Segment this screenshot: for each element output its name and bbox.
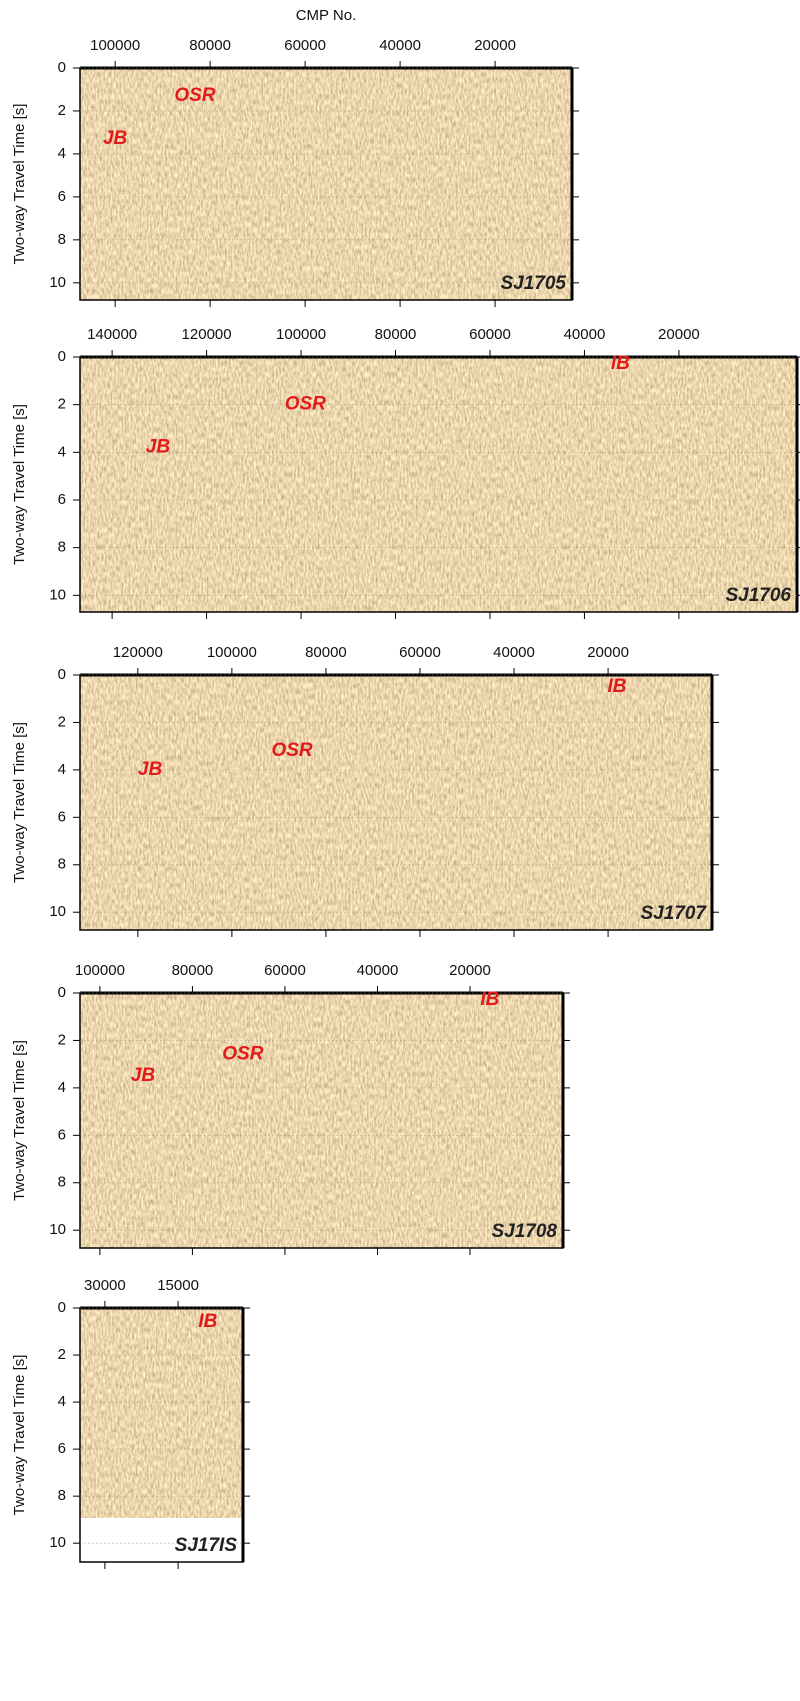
x-tick-label: 80000 xyxy=(189,37,231,54)
y-tick-label: 10 xyxy=(49,274,66,291)
x-tick-label: 20000 xyxy=(658,326,700,343)
annotation: IB xyxy=(198,1311,217,1332)
annotation: JB xyxy=(138,759,163,780)
y-tick-label: 2 xyxy=(58,1031,66,1048)
x-tick-label: 20000 xyxy=(474,37,516,54)
x-tick-label: 100000 xyxy=(276,326,326,343)
x-tick-label: 60000 xyxy=(284,37,326,54)
seismic-image xyxy=(80,1308,243,1518)
y-tick-label: 4 xyxy=(58,1079,66,1096)
x-tick-label: 40000 xyxy=(493,644,535,661)
x-tick-label: 80000 xyxy=(375,326,417,343)
y-tick-label: 2 xyxy=(58,713,66,730)
annotation: OSR xyxy=(271,740,312,761)
x-tick-label: 140000 xyxy=(87,326,137,343)
x-tick-label: 20000 xyxy=(449,962,491,979)
y-tick-label: 4 xyxy=(58,443,66,460)
annotation: IB xyxy=(480,989,499,1010)
seismic-image xyxy=(80,357,797,612)
section-name: SJ1707 xyxy=(640,903,707,924)
y-tick-label: 0 xyxy=(58,348,66,365)
y-tick-label: 8 xyxy=(58,1174,66,1191)
section-name: SJ17IS xyxy=(175,1535,238,1556)
x-tick-label: 40000 xyxy=(564,326,606,343)
x-axis-title: CMP No. xyxy=(296,7,357,24)
annotation: JB xyxy=(103,128,128,149)
x-tick-label: 120000 xyxy=(182,326,232,343)
annotation: JB xyxy=(131,1065,156,1086)
x-tick-label: 60000 xyxy=(399,644,441,661)
x-tick-label: 80000 xyxy=(305,644,347,661)
y-tick-label: 6 xyxy=(58,491,66,508)
y-tick-label: 0 xyxy=(58,984,66,1001)
annotation: IB xyxy=(608,676,627,697)
y-tick-label: 6 xyxy=(58,188,66,205)
x-tick-label: 100000 xyxy=(207,644,257,661)
annotation: OSR xyxy=(222,1044,263,1065)
seismic-image xyxy=(80,993,563,1248)
x-tick-label: 15000 xyxy=(157,1277,199,1294)
annotation: IB xyxy=(611,353,630,374)
x-tick-label: 60000 xyxy=(469,326,511,343)
y-tick-label: 8 xyxy=(58,539,66,556)
x-tick-label: 120000 xyxy=(113,644,163,661)
x-tick-label: 60000 xyxy=(264,962,306,979)
y-tick-label: 10 xyxy=(49,1534,66,1551)
x-tick-label: 40000 xyxy=(357,962,399,979)
y-tick-label: 10 xyxy=(49,586,66,603)
section-name: SJ1706 xyxy=(725,585,791,606)
y-tick-label: 2 xyxy=(58,396,66,413)
x-tick-label: 40000 xyxy=(379,37,421,54)
y-axis-title: Two-way Travel Time [s] xyxy=(11,1355,28,1516)
x-tick-label: 30000 xyxy=(84,1277,126,1294)
seismic-image xyxy=(80,68,572,300)
section-name: SJ1705 xyxy=(500,273,566,294)
y-axis-title: Two-way Travel Time [s] xyxy=(11,722,28,883)
x-tick-label: 100000 xyxy=(75,962,125,979)
y-tick-label: 0 xyxy=(58,666,66,683)
seismic-image xyxy=(80,675,712,930)
y-axis-title: Two-way Travel Time [s] xyxy=(11,1040,28,1201)
x-tick-label: 100000 xyxy=(90,37,140,54)
y-tick-label: 4 xyxy=(58,145,66,162)
section-name: SJ1708 xyxy=(491,1221,557,1242)
y-tick-label: 10 xyxy=(49,903,66,920)
annotation: OSR xyxy=(174,85,215,106)
y-axis-title: Two-way Travel Time [s] xyxy=(11,104,28,265)
y-tick-label: 0 xyxy=(58,59,66,76)
annotation: JB xyxy=(146,437,171,458)
y-tick-label: 6 xyxy=(58,808,66,825)
y-tick-label: 2 xyxy=(58,102,66,119)
y-tick-label: 2 xyxy=(58,1346,66,1363)
y-tick-label: 8 xyxy=(58,856,66,873)
x-tick-label: 20000 xyxy=(587,644,629,661)
y-tick-label: 8 xyxy=(58,1487,66,1504)
y-tick-label: 0 xyxy=(58,1299,66,1316)
y-tick-label: 6 xyxy=(58,1126,66,1143)
y-tick-label: 8 xyxy=(58,231,66,248)
y-axis-title: Two-way Travel Time [s] xyxy=(11,404,28,565)
y-tick-label: 6 xyxy=(58,1440,66,1457)
x-tick-label: 80000 xyxy=(172,962,214,979)
y-tick-label: 4 xyxy=(58,1393,66,1410)
annotation: OSR xyxy=(285,394,326,415)
y-tick-label: 4 xyxy=(58,761,66,778)
y-tick-label: 10 xyxy=(49,1221,66,1238)
